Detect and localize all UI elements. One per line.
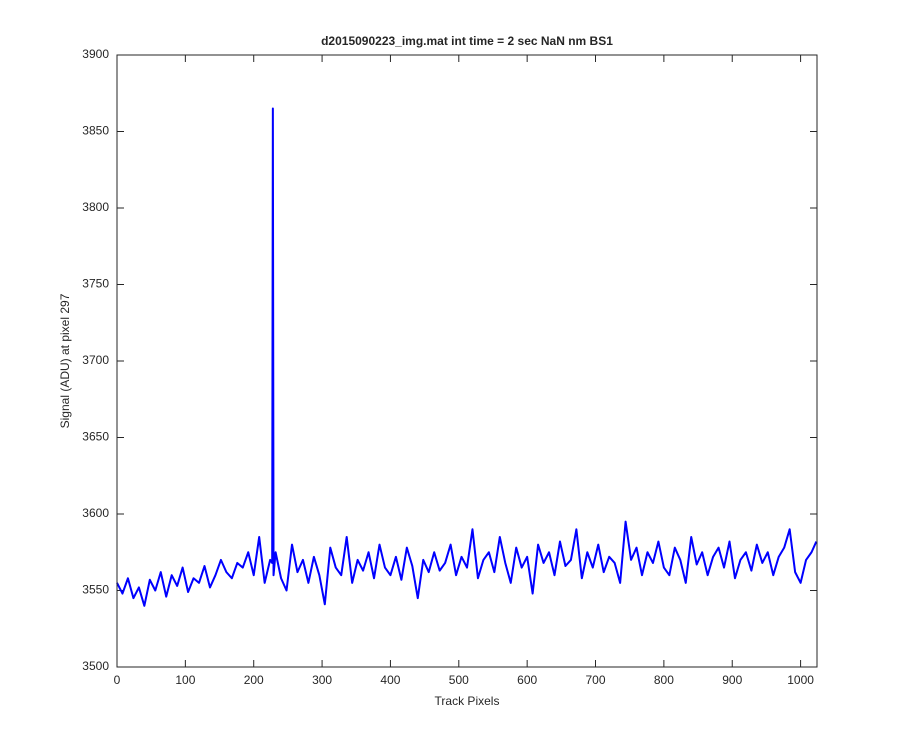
plot-frame [116,54,818,668]
y-tick-label: 3650 [82,430,109,444]
y-tick-label: 3700 [82,353,109,367]
chart-title: d2015090223_img.mat int time = 2 sec NaN… [321,34,613,48]
y-tick-label: 3600 [82,506,109,520]
x-tick-label: 500 [449,673,469,687]
y-tick-label: 3800 [82,200,109,214]
y-tick-label: 3500 [82,659,109,673]
x-axis-label: Track Pixels [435,694,500,708]
y-tick-label: 3900 [82,47,109,61]
x-tick-label: 400 [380,673,400,687]
x-tick-label: 300 [312,673,332,687]
x-tick-label: 600 [517,673,537,687]
x-tick-label: 0 [114,673,121,687]
x-tick-label: 800 [654,673,674,687]
y-tick-label: 3550 [82,583,109,597]
y-tick-label: 3850 [82,124,109,138]
y-axis-label: Signal (ADU) at pixel 297 [58,293,72,428]
y-tick-label: 3750 [82,277,109,291]
x-tick-label: 1000 [787,673,814,687]
x-tick-label: 200 [244,673,264,687]
x-tick-label: 100 [175,673,195,687]
x-tick-label: 700 [586,673,606,687]
x-tick-label: 900 [722,673,742,687]
line [116,107,818,607]
